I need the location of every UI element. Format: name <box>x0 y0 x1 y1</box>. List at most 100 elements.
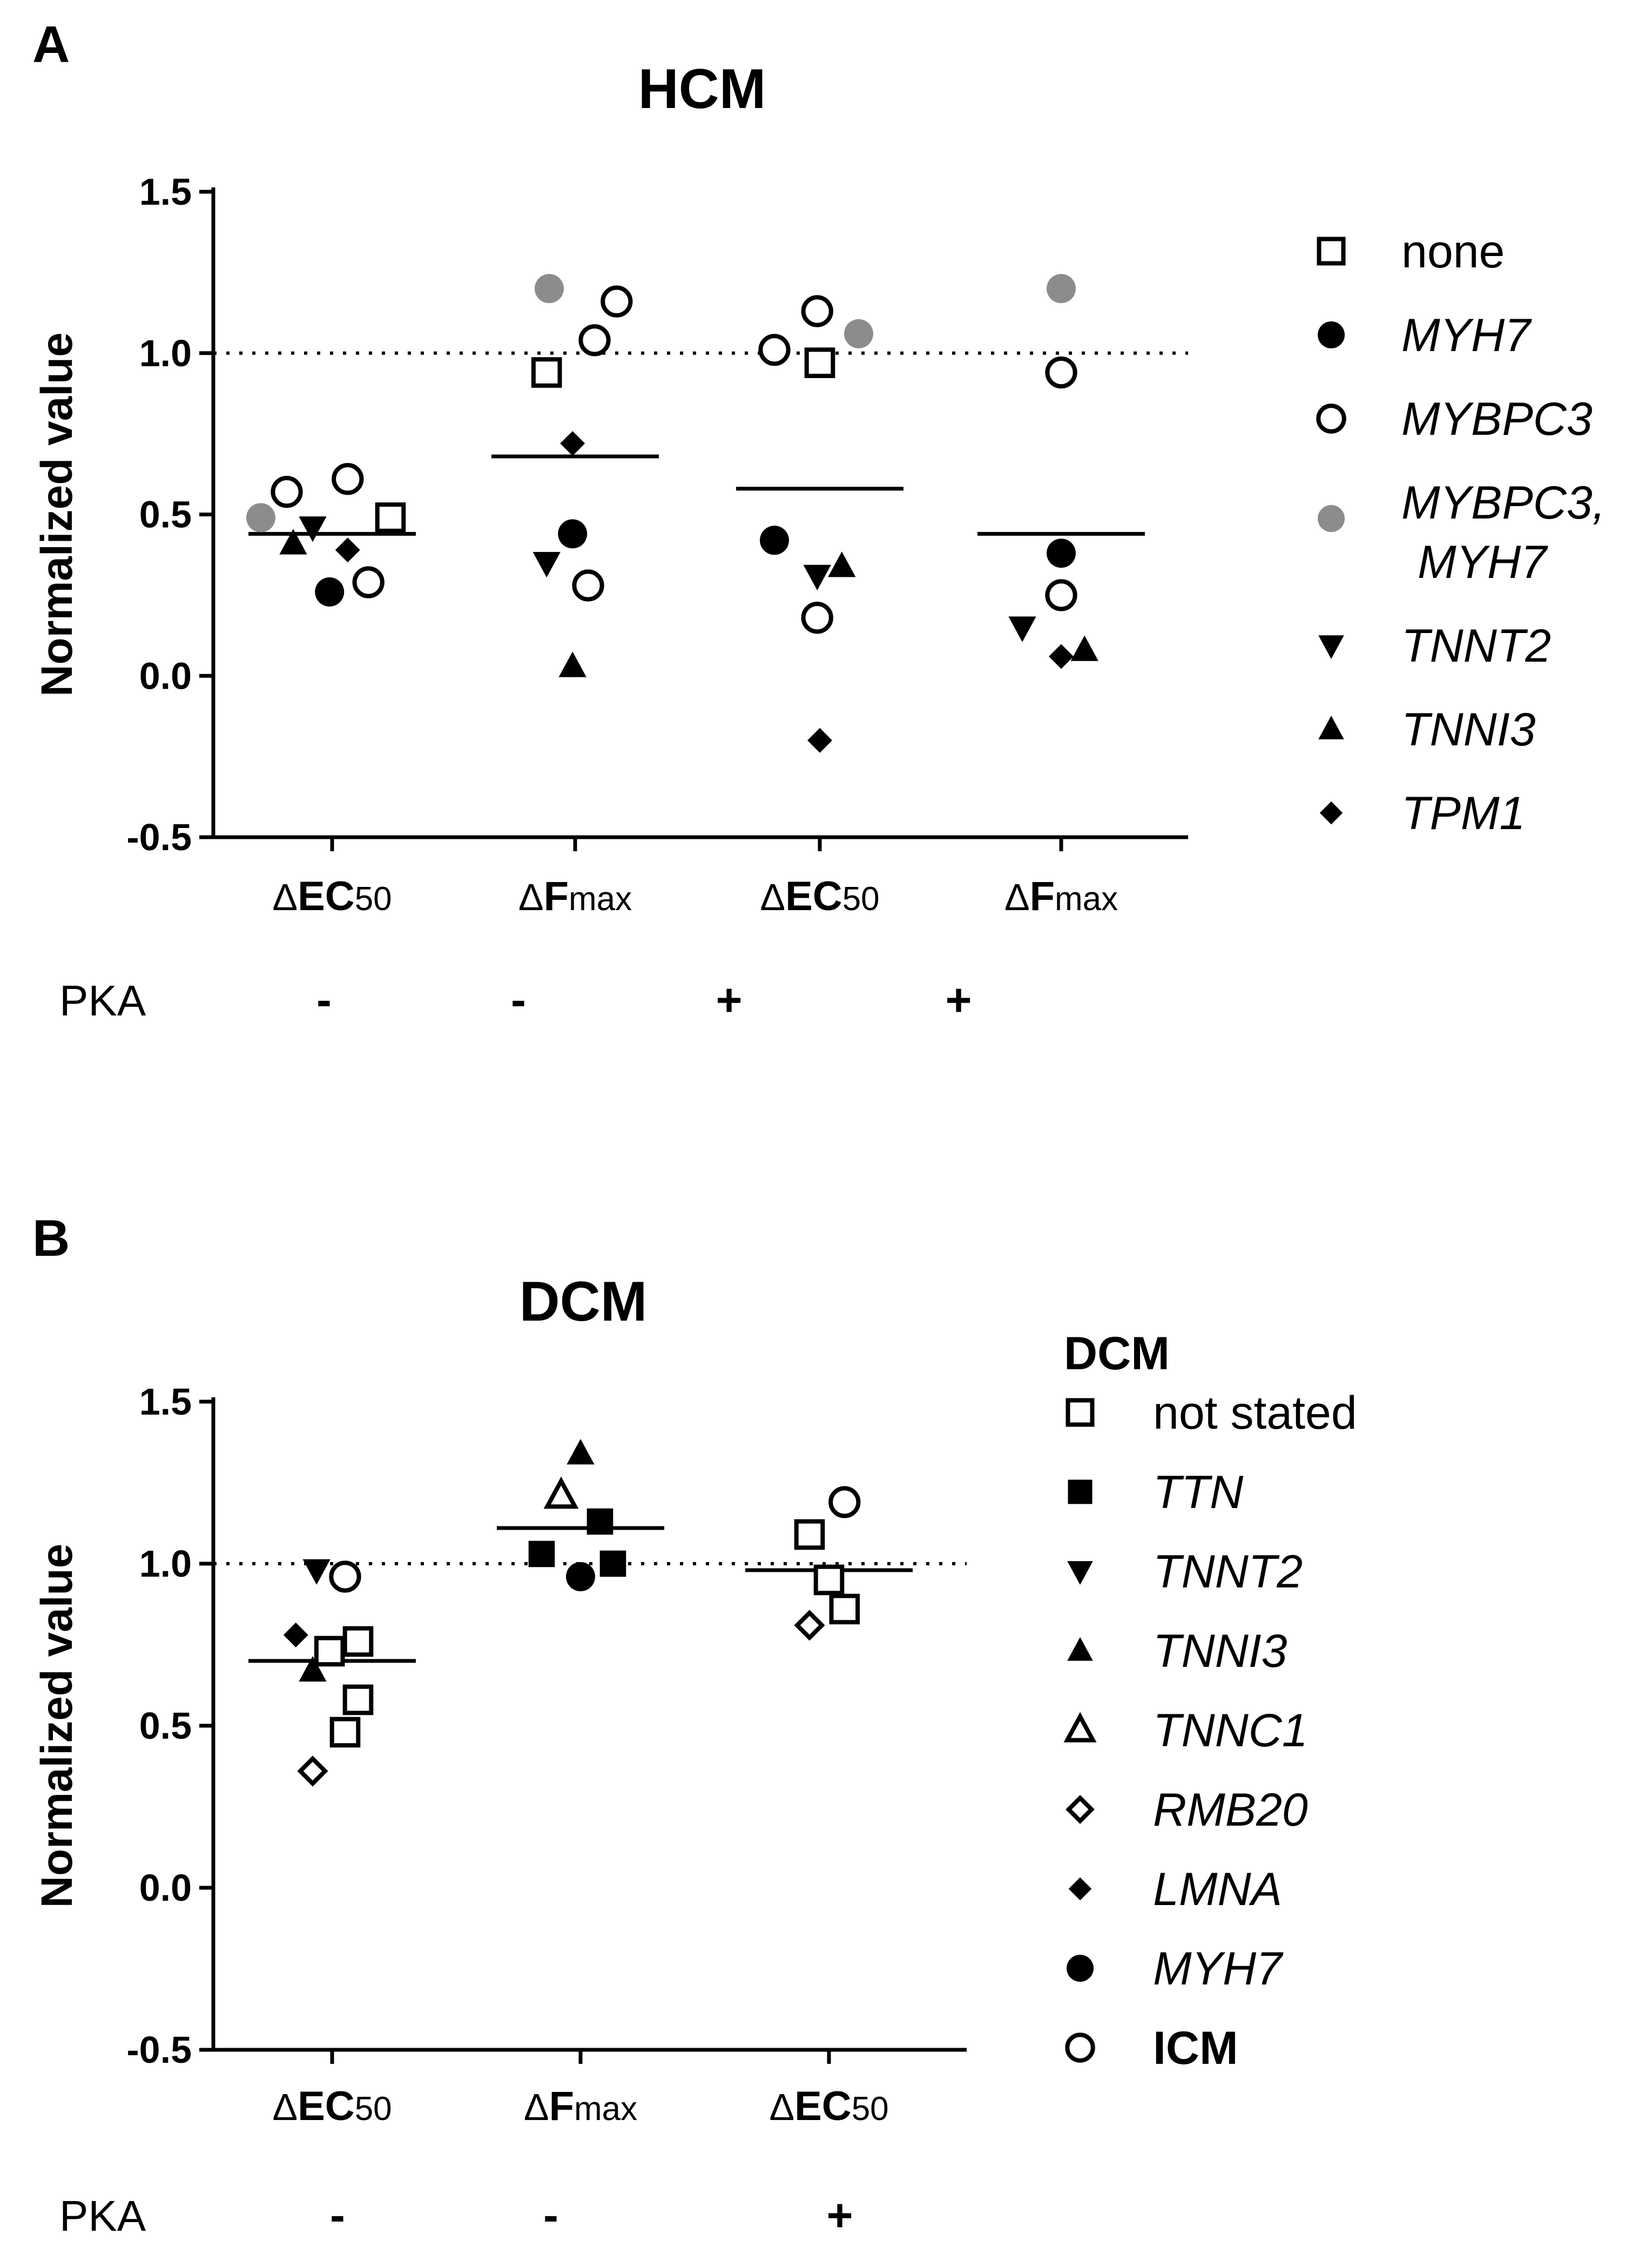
data-point <box>375 502 406 533</box>
legend-item: RMB20 <box>1066 1784 1308 1836</box>
data-point <box>829 1593 860 1625</box>
legend: none MYH7 MYBPC3 MYBPC3, MYH7 TNNT2 TNNI3 TPM1 <box>1316 226 1606 839</box>
legend-marker <box>1066 1795 1095 1824</box>
legend-marker <box>1318 505 1345 532</box>
x-category-delta: Δ <box>1004 876 1030 918</box>
x-category-sub: 50 <box>355 2090 392 2128</box>
x-category-main: EC <box>794 2083 852 2129</box>
x-category-sub: 50 <box>842 880 880 918</box>
data-point <box>297 1755 328 1787</box>
chart-title: HCM <box>638 58 766 120</box>
data-point <box>578 324 611 356</box>
y-tick-label: 1.0 <box>139 332 192 374</box>
legend-item: TNNT2 <box>1318 620 1551 672</box>
x-category-delta: Δ <box>760 876 785 918</box>
x-category-main: F <box>549 2083 574 2129</box>
legend-label: MYBPC3, <box>1401 477 1606 529</box>
data-point <box>1049 644 1074 669</box>
x-category-sub: max <box>569 880 632 918</box>
data-point <box>535 274 564 304</box>
legend-marker <box>1068 1877 1092 1901</box>
data-point <box>299 1656 327 1682</box>
legend-label: none <box>1401 226 1505 278</box>
data-point <box>332 463 364 495</box>
data-point <box>342 1626 374 1657</box>
data-point <box>299 516 327 542</box>
x-category-sub: 50 <box>852 2090 889 2128</box>
data-point <box>794 1610 825 1641</box>
legend-item: LMNA <box>1068 1863 1282 1915</box>
legend-label-line2: MYH7 <box>1418 536 1548 588</box>
legend-item: TNNI3 <box>1318 704 1536 756</box>
x-category-delta: Δ <box>769 2086 794 2128</box>
pka-sign: - <box>511 974 526 1025</box>
data-point <box>801 295 833 327</box>
data-point <box>813 1564 845 1596</box>
legend-item: none <box>1317 226 1505 278</box>
legend-marker <box>1316 403 1346 434</box>
x-category-delta: Δ <box>518 876 544 918</box>
legend-label: MYH7 <box>1153 1943 1284 1995</box>
legend-marker <box>1066 1398 1095 1427</box>
data-point <box>1045 356 1077 389</box>
data-point <box>801 602 833 634</box>
legend-label: LMNA <box>1153 1863 1282 1915</box>
legend-item: TNNC1 <box>1063 1705 1308 1757</box>
legend-label: TNNT2 <box>1401 620 1551 672</box>
x-category-sub: max <box>1055 880 1118 918</box>
legend-item: TNNT2 <box>1067 1546 1303 1598</box>
data-point <box>601 285 633 318</box>
legend-item: TTN <box>1068 1466 1244 1518</box>
data-point <box>804 347 835 378</box>
data-point <box>1045 579 1077 611</box>
panel-letter: B <box>32 1209 70 1267</box>
data-point <box>567 1439 595 1465</box>
pka-label: PKA <box>59 977 146 1025</box>
data-point <box>1047 539 1076 568</box>
legend-marker <box>1317 237 1346 266</box>
x-category-main: EC <box>785 873 842 919</box>
legend-label: MYBPC3 <box>1401 393 1593 445</box>
pka-sign: - <box>316 974 332 1025</box>
data-point <box>807 728 832 753</box>
x-category-main: EC <box>298 2083 355 2129</box>
legend-marker <box>1065 2033 1095 2063</box>
y-axis-label: Normalized value <box>32 332 82 696</box>
x-category-label: ΔEC50 <box>760 873 879 919</box>
data-point <box>794 1519 825 1550</box>
x-category-label: ΔFmax <box>524 2083 637 2129</box>
data-point <box>844 319 873 348</box>
pka-sign: - <box>543 2190 558 2240</box>
data-point <box>283 1623 308 1647</box>
legend-label: TPM1 <box>1401 788 1525 839</box>
legend-item: TPM1 <box>1319 788 1525 839</box>
x-category-label: ΔEC50 <box>272 2083 392 2129</box>
pka-sign: + <box>826 2190 853 2240</box>
x-category-main: F <box>544 873 569 919</box>
legend-label: not stated <box>1153 1387 1357 1439</box>
x-category-main: F <box>1030 873 1055 919</box>
data-point <box>803 564 831 591</box>
pka-sign: + <box>945 974 972 1025</box>
legend-label: TNNC1 <box>1153 1705 1308 1757</box>
x-category-delta: Δ <box>524 2086 549 2128</box>
legend-marker <box>1318 635 1344 659</box>
y-tick-label: -0.5 <box>126 2029 192 2071</box>
data-point <box>246 503 275 533</box>
pka-label: PKA <box>59 2192 146 2240</box>
data-point <box>528 1540 555 1567</box>
data-point <box>531 357 562 388</box>
data-point <box>314 1636 345 1667</box>
y-tick-label: 0.5 <box>139 1705 192 1747</box>
legend-label: MYH7 <box>1401 309 1532 361</box>
legend-marker <box>1067 1955 1094 1982</box>
legend-item: ICM <box>1065 2022 1238 2074</box>
y-tick-label: -0.5 <box>126 816 192 858</box>
legend-label: TNNT2 <box>1153 1546 1303 1598</box>
pka-sign: - <box>330 2190 345 2240</box>
x-category-delta: Δ <box>272 2086 298 2128</box>
legend-item: MYBPC3, MYH7 <box>1318 477 1606 588</box>
data-point <box>315 577 345 607</box>
data-point <box>828 551 856 577</box>
